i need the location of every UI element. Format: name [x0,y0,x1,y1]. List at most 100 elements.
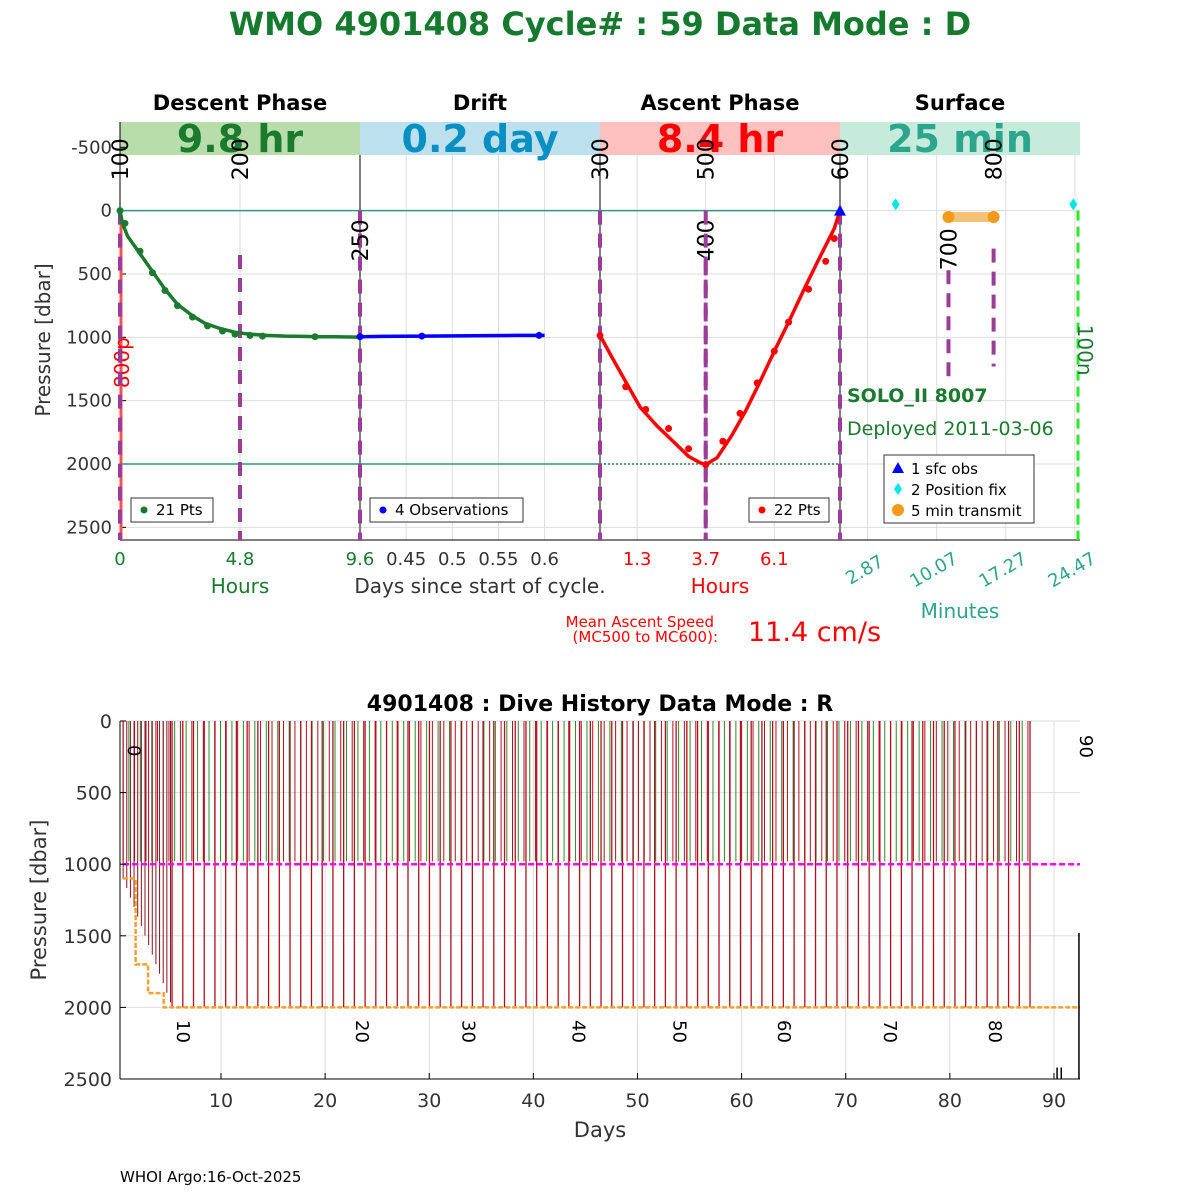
ascent-point [622,383,630,391]
surface-x-tick-label: 10.07 [906,548,961,592]
float-model-label: SOLO_II 8007 [847,385,988,407]
drift-series-line [359,333,545,339]
phase-duration-drift: 0.2 day [402,117,559,161]
x-tick-label: 60 [730,1090,754,1112]
phase-duration-descent: 9.8 hr [177,117,304,161]
phase-title-descent: Descent Phase [153,91,327,115]
mc-marker-label: 250 [349,219,374,261]
ascent-speed-value: 11.4 cm/s [748,617,881,648]
legend-marker [140,506,148,514]
x-tick-label: 30 [417,1090,441,1112]
x-tick-label: 90 [1042,1090,1066,1112]
x-tick-label: 10 [209,1090,233,1112]
transmit-start-marker [942,211,955,223]
ascent-point [665,425,673,433]
ascent-legend: 22 Pts [748,497,830,523]
y-tick-label: 1000 [64,854,112,876]
descent-point [189,313,196,321]
drift-point [356,333,364,341]
y-axis-label: Pressure [dbar] [27,820,51,981]
ascent-point [770,347,778,355]
x-tick-label: 20 [313,1090,337,1112]
descent-x-tick-label: 0 [114,549,125,570]
legend-marker-sfc-obs [892,462,904,473]
descent-point [231,330,239,338]
drift-x-tick-label: 0.45 [386,549,426,570]
legend-label: 4 Observations [395,501,509,519]
phase-title-surface: Surface [915,91,1005,115]
mc-marker-label: 500 [695,138,720,180]
mc-marker-label: 800 [983,138,1008,180]
y-tick-label: 1500 [66,391,112,412]
ascent-x-tick-label: 6.1 [760,549,789,570]
phase-duration-ascent: 8.4 hr [657,117,784,161]
phase-band-drift [360,122,600,155]
ascent-speed-label-line1: Mean Ascent Speed [566,613,714,631]
descent-point [174,302,181,310]
drift-point [418,332,426,340]
footer-credit: WHOI Argo:16-Oct-2025 [120,1168,301,1186]
descent-point [121,219,129,227]
deployment-date-label: Deployed 2011-03-06 [847,418,1054,440]
descent-x-tick-label: 9.6 [346,549,375,570]
ascent-x-tick-label: 3.7 [691,549,720,570]
y-tick-label: 1500 [64,926,112,948]
mc-marker-label: 700 [937,228,962,270]
surface-x-tick-label: 2.87 [842,551,887,589]
descent-x-tick-label: 4.8 [226,549,255,570]
legend-box [883,454,1035,524]
descent-point [204,322,211,330]
phase-band-surface [840,122,1080,155]
phase-title-ascent: Ascent Phase [641,91,800,115]
legend-box [369,497,524,523]
mc-marker-label: 600 [829,138,854,180]
descent-point [116,207,124,215]
y-tick-label: 0 [100,711,112,733]
y-tick-label: 0 [101,201,112,222]
descent-x-axis-label: Hours [211,574,270,598]
legend-label: 1 sfc obs [911,460,978,478]
legend-label: 21 Pts [156,501,203,519]
y-tick-label: 2500 [66,517,112,538]
descent-point [161,286,169,294]
y-tick-label: 2000 [66,454,112,475]
descent-point [219,327,226,335]
legend-label: 5 min transmit [911,502,1022,520]
y-tick-label: 2500 [64,1069,112,1091]
ascent-point [753,379,761,387]
descent-point [246,331,254,339]
legend-label: 2 Position fix [911,481,1007,499]
y-tick-label: 1000 [66,327,112,348]
cycle-number-label: 30 [457,1020,478,1043]
ascent-point [785,318,793,326]
cycle-number-label: 10 [172,1020,193,1043]
surface-x-axis-label: Minutes [921,599,1000,623]
drift-legend: 4 Observations [369,497,524,523]
cycle-number-label: 0 [123,745,144,756]
descent-point [136,247,144,255]
drift-x-tick-label: 0.55 [478,549,518,570]
mc-marker-label: 200 [229,138,254,180]
transmit-end-marker [987,211,1000,223]
surface-x-tick-label: 24.47 [1045,548,1100,592]
x-tick-label: 80 [938,1090,962,1112]
y-axis-label: Pressure [dbar] [31,263,55,416]
cycle-number-label: 80 [984,1020,1005,1043]
surface-legend: 1 sfc obs 2 Position fix 5 min transmit [883,454,1035,524]
descent-point [149,269,156,277]
ascent-speed-label-line2: (MC500 to MC600): [573,628,718,646]
y-tick-label: 2000 [64,997,112,1019]
position-fix-marker [891,198,900,211]
ascent-point [719,437,727,445]
dive-history-title: 4901408 : Dive History Data Mode : R [367,692,833,717]
y-tick-label: -500 [71,137,112,158]
phase-band-descent [120,122,360,155]
cycle-number-label: 20 [351,1020,372,1043]
legend-marker-position-fix [894,483,902,495]
descent-point [259,332,266,340]
cycle-number-label: 60 [773,1020,794,1043]
ascent-point [736,409,744,417]
surface-x-tick-label: 17.27 [975,548,1030,592]
